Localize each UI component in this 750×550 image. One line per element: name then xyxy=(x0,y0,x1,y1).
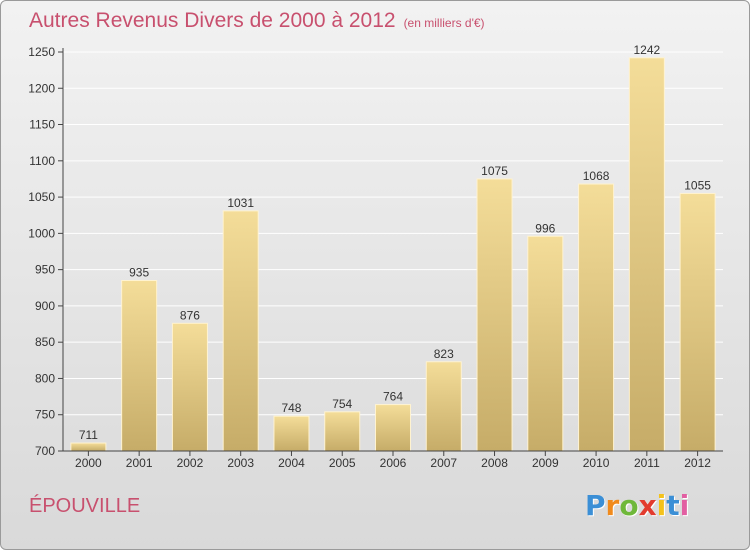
data-label: 1068 xyxy=(583,169,610,183)
y-tick-label: 1200 xyxy=(28,81,55,95)
x-tick-label: 2005 xyxy=(329,456,356,470)
bar-2004[interactable] xyxy=(273,415,310,452)
data-label: 823 xyxy=(434,347,454,361)
data-label: 764 xyxy=(383,390,403,404)
chart-title-text: Autres Revenus Divers de 2000 à 2012 xyxy=(29,9,396,32)
bar-2002[interactable] xyxy=(171,322,208,452)
logo-letter: t xyxy=(666,489,680,522)
data-label: 1075 xyxy=(481,164,508,178)
y-tick-label: 700 xyxy=(35,444,55,458)
labels: 700 750 800 850 900 950 1000 1050 1100 1150 1200 12… xyxy=(28,43,711,470)
bar-2003[interactable] xyxy=(222,210,259,452)
bar-2007[interactable] xyxy=(425,361,462,452)
y-tick-label: 900 xyxy=(35,299,55,313)
y-tick-label: 850 xyxy=(35,335,55,349)
data-label: 935 xyxy=(129,266,149,280)
bar-2009[interactable] xyxy=(527,235,564,452)
logo-letter: P xyxy=(585,489,606,522)
y-tick-label: 1050 xyxy=(28,190,55,204)
x-tick-label: 2003 xyxy=(227,456,254,470)
data-label: 711 xyxy=(79,428,98,442)
data-label: 754 xyxy=(332,397,352,411)
y-tick-label: 1000 xyxy=(28,226,55,240)
bar-2006[interactable] xyxy=(375,404,411,452)
x-tick-label: 2000 xyxy=(75,456,102,470)
y-tick-label: 1100 xyxy=(29,154,55,168)
data-label: 1242 xyxy=(633,43,660,57)
chart-subtitle: (en milliers d'€) xyxy=(403,16,485,30)
y-tick-label: 950 xyxy=(35,263,55,277)
x-tick-label: 2009 xyxy=(532,456,559,470)
data-label: 1055 xyxy=(684,178,711,192)
bars xyxy=(70,57,716,452)
x-tick-label: 2010 xyxy=(583,456,610,470)
x-tick-label: 2011 xyxy=(634,456,660,470)
x-tick-label: 2007 xyxy=(430,456,457,470)
y-tick-label: 1250 xyxy=(28,45,55,59)
logo-letter: r xyxy=(605,489,620,522)
commune-name: ÉPOUVILLE xyxy=(29,495,141,517)
bar-2008[interactable] xyxy=(476,178,513,452)
logo-letter: i xyxy=(656,489,667,522)
bar-2001[interactable] xyxy=(121,280,158,452)
x-tick-label: 2002 xyxy=(177,456,204,470)
bar-2005[interactable] xyxy=(324,411,361,452)
y-tick-label: 800 xyxy=(35,371,55,385)
x-tick-label: 2004 xyxy=(278,456,305,470)
x-tick-label: 2012 xyxy=(684,456,711,470)
x-tick-label: 2001 xyxy=(126,456,153,470)
logo-letter: x xyxy=(638,489,657,522)
y-tick-label: 750 xyxy=(35,408,55,422)
y-tick-label: 1150 xyxy=(29,118,55,132)
data-label: 1031 xyxy=(227,196,254,210)
logo-letter: i xyxy=(679,489,690,522)
data-label: 748 xyxy=(281,401,301,415)
proxiti-logo[interactable]: Proxiti xyxy=(585,489,689,522)
x-tick-label: 2006 xyxy=(380,456,407,470)
bar-2010[interactable] xyxy=(578,183,615,452)
logo-letter: o xyxy=(619,489,639,522)
data-label: 996 xyxy=(535,221,555,235)
bar-2000[interactable] xyxy=(70,442,107,452)
bar-2011[interactable] xyxy=(628,57,665,452)
bar-2012[interactable] xyxy=(679,192,716,452)
chart-title: Autres Revenus Divers de 2000 à 2012 (en … xyxy=(29,9,485,33)
x-tick-label: 2008 xyxy=(481,456,508,470)
data-label: 876 xyxy=(180,308,200,322)
axes xyxy=(58,48,723,456)
